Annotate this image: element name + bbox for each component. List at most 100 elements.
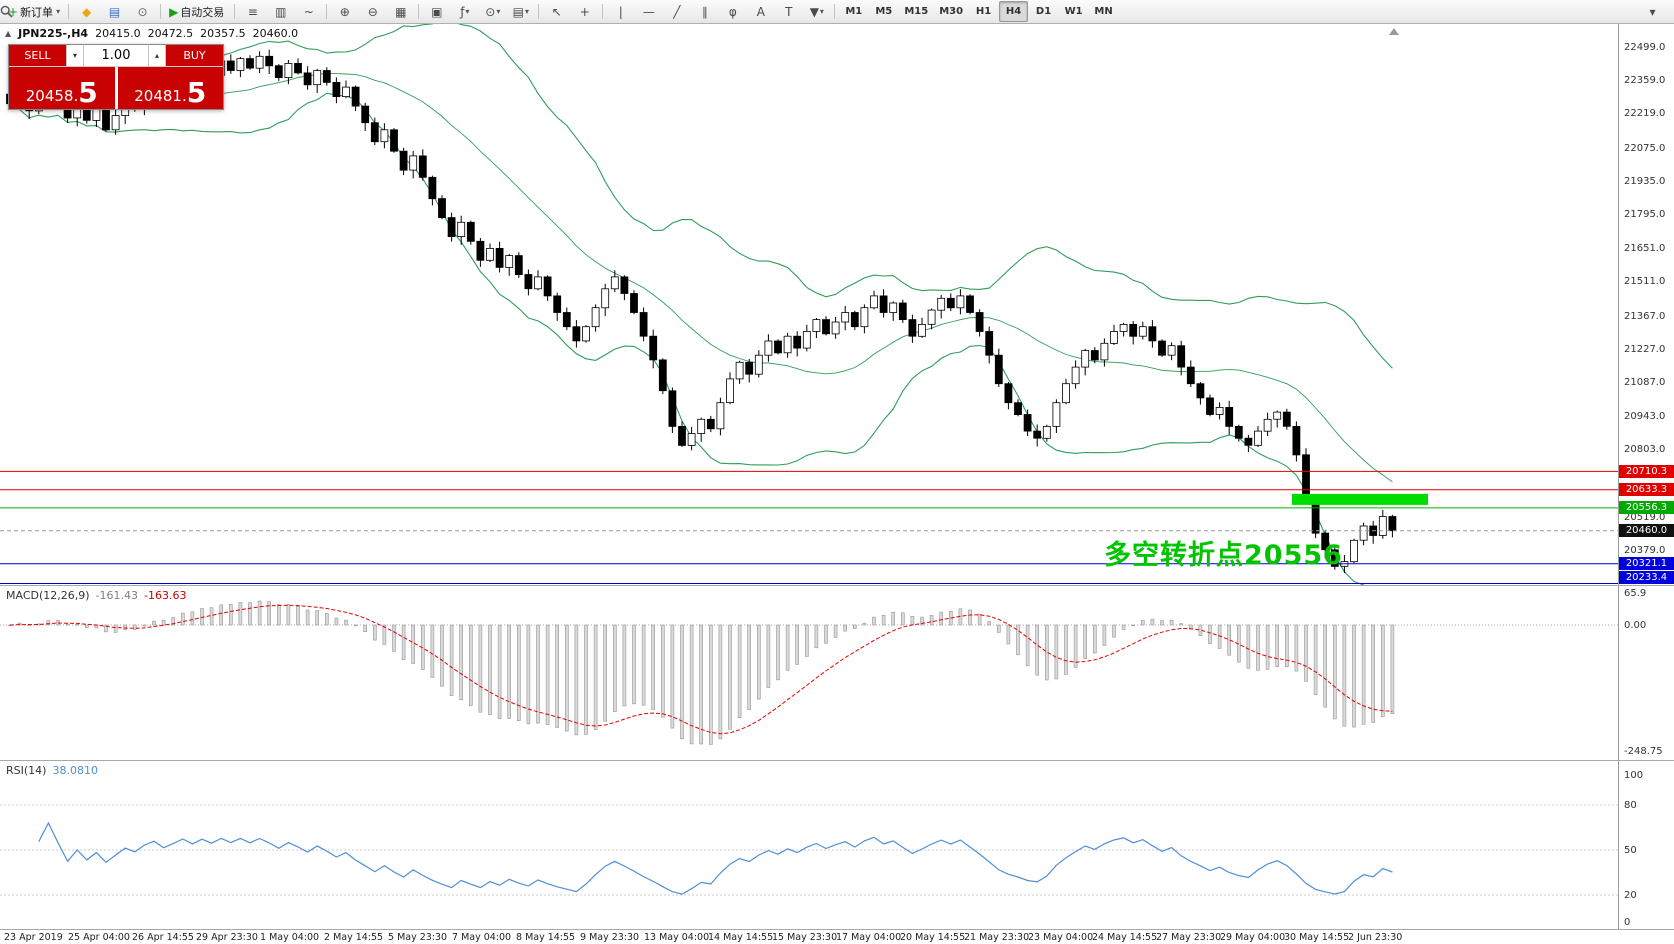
price-axis-tick: 22075.0 [1624,143,1666,154]
arrows-button-glyph: ▼ [809,4,819,19]
candles [6,49,1397,573]
toolbar-separator [834,4,836,19]
zoom-in-button-glyph: ⊕ [339,4,350,19]
trendline-button[interactable]: ╱ [663,1,690,22]
volume-increase-icon[interactable]: ▴ [148,45,166,66]
rsi-axis-label: 20 [1624,890,1637,901]
periods-button[interactable]: ⊙ ▾ [479,1,506,22]
new-order-button-label: 新订单 [20,5,54,19]
bollinger-middle[interactable] [19,72,1393,483]
workspace-icon[interactable]: ◆ [73,1,100,22]
templates-button-glyph: ▤ [512,4,524,19]
chevron-down-icon: ▾ [524,7,529,16]
timeframe-m30-glyph: M30 [939,6,964,17]
channel-button-glyph: ∥ [701,4,708,19]
zoom-in-button[interactable]: ⊕ [331,1,358,22]
rsi-axis-label: 0 [1624,917,1631,928]
time-axis-label: 21 May 23:30 [964,932,1030,943]
chart-bars-button-glyph: ≡ [247,4,258,19]
text-button-glyph: A [756,4,765,19]
timeframe-m15[interactable]: M15 [899,1,933,22]
time-axis[interactable]: 23 Apr 2019 25 Apr 04:00 26 Apr 14:55 29 Ap… [0,929,1674,944]
toolbar-separator [68,4,70,19]
symbol-ohlc-header: ▲ JPN225-,H4 20415.0 20472.5 20357.5 204… [5,27,298,40]
timeframe-m5[interactable]: M5 [869,1,898,22]
timeframe-h4[interactable]: H4 [999,1,1029,22]
arrange-button[interactable]: ▣ [423,1,450,22]
timeframe-d1[interactable]: D1 [1029,1,1058,22]
chart-line-button[interactable]: ~ [295,1,322,22]
time-axis-label: 27 May 23:30 [1156,932,1222,943]
price-level-tag-20460.0[interactable]: 20460.0 [1619,524,1674,537]
time-axis-label: 30 May 14:55 [1284,932,1350,943]
price-level-tag-20556.3[interactable]: 20556.3 [1619,501,1674,514]
price-axis-tick: 22499.0 [1624,42,1666,53]
search-icon[interactable] [0,1,1635,22]
periods-button-glyph: ⊙ [485,4,496,19]
tile-windows-button-glyph: ▦ [395,4,407,19]
indicators-button[interactable]: ƒ ▾ [451,1,478,22]
cursor-button[interactable]: ↖ [543,1,570,22]
new-order-button-glyph: + [8,4,19,19]
rsi-axis-label: 100 [1624,770,1644,781]
bollinger-upper[interactable] [19,24,1393,369]
macd-axis-label: 0.00 [1624,620,1647,631]
text-button[interactable]: A [747,1,774,22]
toolbar-separator [538,4,540,19]
timeframe-w1[interactable]: W1 [1059,1,1088,22]
channel-button[interactable]: ∥ [691,1,718,22]
macd-canvas[interactable] [0,586,1618,760]
zoom-out-button[interactable]: ⊖ [359,1,386,22]
hline-button[interactable]: — [635,1,662,22]
timeframe-w1-glyph: W1 [1064,6,1083,17]
price-axis-tick: 20803.0 [1624,444,1666,455]
bollinger-lower[interactable] [19,92,1393,585]
timeframe-h1[interactable]: H1 [969,1,998,22]
sell-price[interactable]: 20458. 5 [9,67,115,109]
fibonacci-button[interactable]: φ [719,1,746,22]
price-level-tag-20321.1[interactable]: 20321.1 [1619,557,1674,570]
trade-panel-prices: 20458. 5 20481. 5 [9,67,223,109]
macd-histogram [8,600,1395,745]
panel-separator[interactable] [0,585,1674,586]
volume-input[interactable]: 1.00 [84,45,148,66]
price-axis-tick: 21651.0 [1624,243,1666,254]
main-chart-canvas[interactable] [0,24,1618,585]
buy-button[interactable]: BUY [166,45,223,66]
tile-windows-button[interactable]: ▦ [387,1,414,22]
timeframe-mn[interactable]: MN [1089,1,1118,22]
timeframe-h1-glyph: H1 [975,6,992,17]
arrows-button[interactable]: ▼ ▾ [803,1,830,22]
price-level-tag-20633.3[interactable]: 20633.3 [1619,483,1674,496]
chevron-down-icon: ▾ [56,7,61,16]
buy-price[interactable]: 20481. 5 [117,67,223,109]
chart-candles-button[interactable]: ▥ [267,1,294,22]
chevron-down-icon: ▾ [465,7,470,16]
rsi-canvas[interactable] [0,761,1618,929]
toolbar-overflow-chevron-icon[interactable]: ▾ [1649,4,1656,19]
hline-button-glyph: — [642,4,655,19]
timeframe-m30[interactable]: M30 [934,1,968,22]
charts-profile-icon[interactable]: ▤ [101,1,128,22]
crosshair-button[interactable]: + [571,1,598,22]
sell-button[interactable]: SELL [9,45,66,66]
panel-separator[interactable] [0,760,1674,761]
workspace-icon-glyph: ◆ [81,4,92,19]
annotation-text: 多空转折点20556 [1104,540,1343,571]
collapse-panel-icon[interactable]: ▲ [5,29,12,38]
autotrade-button-label: 自动交易 [180,5,225,19]
timeframe-m1[interactable]: M1 [839,1,868,22]
time-axis-label: 29 May 04:00 [1220,932,1286,943]
chart-shift-marker-icon[interactable] [1389,28,1399,35]
highlight-zone[interactable] [1292,493,1428,505]
chart-bars-button[interactable]: ≡ [239,1,266,22]
label-button[interactable]: T [775,1,802,22]
price-level-tag-20710.3[interactable]: 20710.3 [1619,465,1674,478]
new-order-button[interactable]: + 新订单 ▾ [4,1,64,22]
vline-button[interactable]: | [607,1,634,22]
alerts-icon[interactable]: ⊙ [129,1,156,22]
templates-button[interactable]: ▤ ▾ [507,1,534,22]
price-level-tag-20233.4[interactable]: 20233.4 [1619,571,1674,584]
autotrade-button[interactable]: ▶ 自动交易 [165,1,230,22]
volume-decrease-icon[interactable]: ▾ [66,45,84,66]
